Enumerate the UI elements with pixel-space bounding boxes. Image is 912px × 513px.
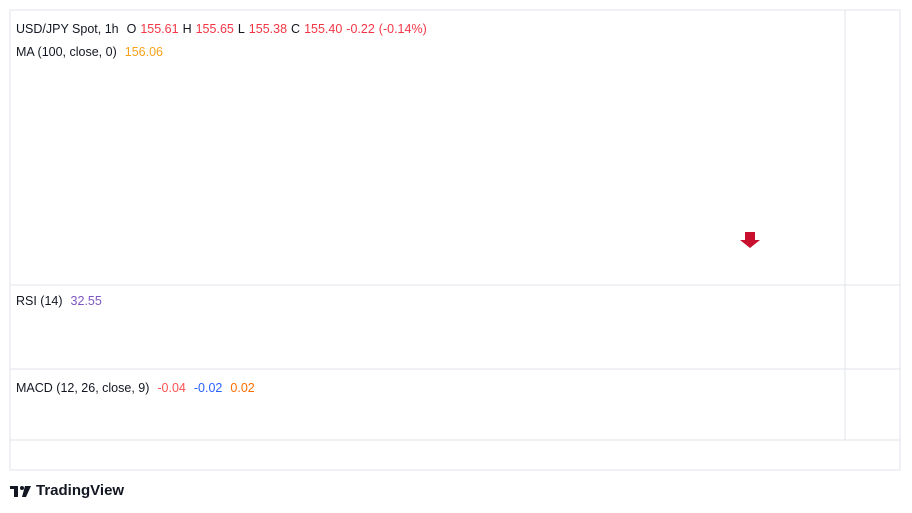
price-header: USD/JPY Spot, 1h O 155.61 H 155.65 L 155.38… — [16, 22, 427, 36]
ma-readout: 156.06 — [124, 45, 163, 59]
brand-name: TradingView — [36, 482, 125, 499]
symbol-title: USD/JPY Spot, 1h — [16, 22, 119, 36]
hist-readout: -0.04 — [157, 381, 186, 395]
rsi-header: RSI (14) 32.55 — [16, 294, 102, 308]
readout-letter: O — [126, 22, 137, 36]
readout-letter: C — [291, 22, 301, 36]
down-arrow — [740, 232, 760, 248]
footer-brand: TradingView — [10, 482, 124, 499]
rsi-title: RSI (14) — [16, 294, 63, 308]
readout-letter: H — [182, 22, 192, 36]
change-pct: (-0.14%) — [378, 22, 427, 36]
ma-header: MA (100, close, 0) 156.06 — [16, 45, 163, 59]
rsi-readout: 32.55 — [70, 294, 102, 308]
ma-name: MA (100, close, 0) — [16, 45, 117, 59]
readout-value: 155.65 — [195, 22, 234, 36]
readout-value: 155.38 — [248, 22, 288, 36]
readout-value: 155.61 — [140, 22, 179, 36]
readout-value: 155.40 — [304, 22, 343, 36]
chart-frame — [9, 9, 901, 471]
macd-header: MACD (12, 26, close, 9) -0.04 -0.02 0.02 — [16, 381, 255, 395]
signal-readout: 0.02 — [230, 381, 255, 395]
brand-logo — [10, 485, 31, 497]
macd-title: MACD (12, 26, close, 9) — [16, 381, 150, 395]
readout-letter: L — [237, 22, 245, 36]
change: -0.22 — [346, 22, 375, 36]
macd-readout: -0.02 — [193, 381, 223, 395]
